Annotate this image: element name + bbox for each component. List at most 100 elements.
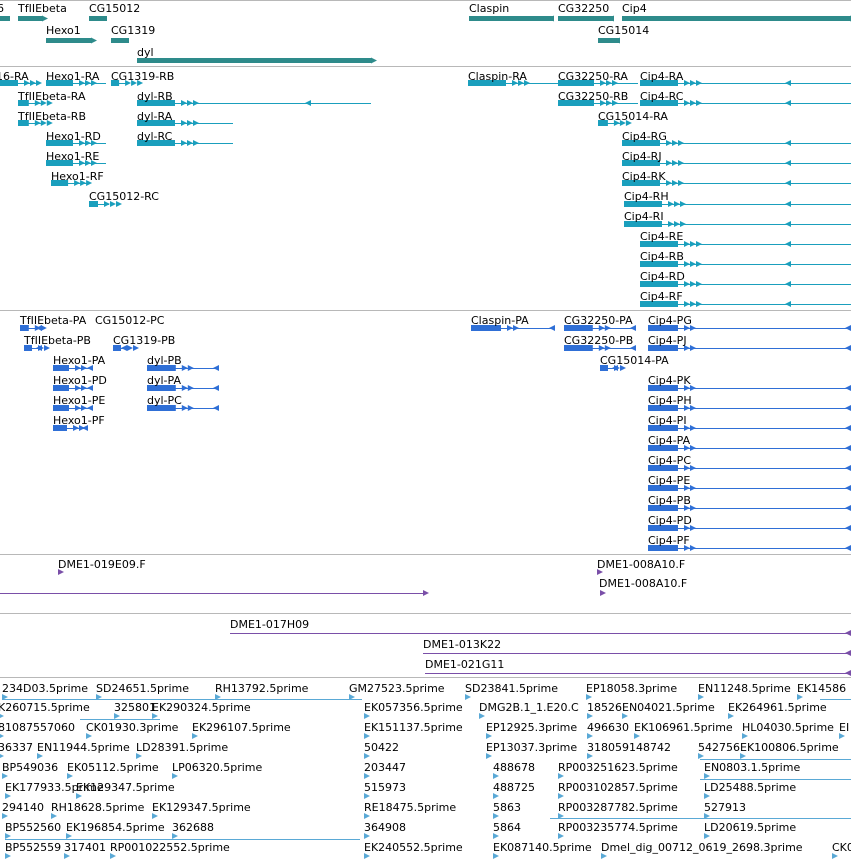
est-glyph[interactable]: [728, 713, 734, 719]
est-label[interactable]: RP001022552.5prime: [110, 841, 230, 854]
transcript-label[interactable]: Hexo1-RE: [46, 150, 100, 163]
transcript-label[interactable]: Cip4-RF: [640, 290, 683, 303]
gene-glyph[interactable]: [18, 16, 42, 21]
clone-marker[interactable]: [597, 569, 603, 575]
est-glyph[interactable]: [215, 694, 221, 700]
transcript-label[interactable]: 16-RA: [0, 70, 29, 83]
protein-strand-arrow[interactable]: [187, 385, 194, 391]
est-glyph[interactable]: [832, 853, 838, 859]
est-glyph[interactable]: [64, 853, 70, 859]
transcript-strand-arrow[interactable]: [572, 100, 578, 106]
est-glyph[interactable]: [114, 713, 120, 719]
est-glyph[interactable]: [486, 733, 492, 739]
gene-direction-arrow[interactable]: [614, 37, 620, 44]
est-label[interactable]: 36337: [0, 741, 33, 754]
gene-direction-arrow[interactable]: [371, 57, 377, 64]
protein-block[interactable]: [648, 405, 678, 411]
transcript-strand-arrow[interactable]: [785, 301, 791, 307]
est-glyph[interactable]: [0, 753, 4, 759]
transcript-strand-arrow[interactable]: [684, 100, 690, 106]
clone-end-arrow[interactable]: [845, 630, 851, 636]
protein-strand-arrow[interactable]: [690, 425, 696, 431]
transcript-strand-arrow[interactable]: [187, 140, 193, 146]
est-label[interactable]: EK100806.5prime: [740, 741, 839, 754]
transcript-label[interactable]: Cip4-RE: [640, 230, 684, 243]
est-label[interactable]: RP003251623.5prime: [558, 761, 678, 774]
protein-label[interactable]: CG15014-PA: [600, 354, 669, 367]
est-glyph[interactable]: [698, 753, 704, 759]
transcript-strand-arrow[interactable]: [672, 140, 678, 146]
est-glyph[interactable]: [839, 733, 845, 739]
transcript-strand-arrow[interactable]: [666, 180, 672, 186]
protein-strand-arrow[interactable]: [690, 505, 696, 511]
protein-label[interactable]: Cip4-PG: [648, 314, 692, 327]
transcript-strand-arrow[interactable]: [46, 120, 53, 126]
protein-strand-arrow[interactable]: [684, 325, 690, 331]
clone-end-arrow[interactable]: [845, 670, 851, 676]
transcript-label[interactable]: CG15014-RA: [598, 110, 668, 123]
transcript-label[interactable]: Hexo1-RA: [46, 70, 100, 83]
protein-label[interactable]: Hexo1-PD: [53, 374, 107, 387]
est-glyph[interactable]: [364, 773, 370, 779]
protein-block[interactable]: [53, 365, 69, 371]
est-label[interactable]: 317401: [64, 841, 106, 854]
transcript-strand-arrow[interactable]: [668, 221, 674, 227]
est-label[interactable]: EK129347.5prime: [152, 801, 251, 814]
transcript-strand-arrow[interactable]: [137, 80, 144, 86]
transcript-exon[interactable]: [624, 221, 662, 227]
protein-label[interactable]: Cip4-PA: [648, 434, 691, 447]
protein-end-arrow[interactable]: [845, 505, 851, 511]
transcript-exon[interactable]: [468, 80, 506, 86]
gene-glyph[interactable]: [622, 16, 851, 21]
transcript-strand-arrow[interactable]: [79, 140, 85, 146]
transcript-label[interactable]: dyl-RC: [137, 130, 173, 143]
protein-end-arrow[interactable]: [121, 345, 127, 351]
transcript-strand-arrow[interactable]: [678, 140, 684, 146]
est-label[interactable]: EK14586: [797, 682, 847, 695]
transcript-strand-arrow[interactable]: [46, 100, 53, 106]
est-glyph[interactable]: [558, 793, 564, 799]
est-glyph[interactable]: [76, 793, 82, 799]
est-glyph[interactable]: [465, 694, 471, 700]
est-label[interactable]: BP552560: [5, 821, 62, 834]
protein-label[interactable]: dyl-PC: [147, 394, 182, 407]
est-glyph[interactable]: [742, 733, 748, 739]
transcript-strand-arrow[interactable]: [24, 80, 30, 86]
transcript-exon[interactable]: [137, 140, 175, 146]
gene-glyph[interactable]: [598, 38, 620, 43]
est-label[interactable]: LD25488.5prime: [704, 781, 797, 794]
est-glyph[interactable]: [364, 813, 370, 819]
protein-label[interactable]: Claspin-PA: [471, 314, 529, 327]
transcript-label[interactable]: Hexo1-RD: [46, 130, 101, 143]
est-label[interactable]: 325801: [114, 701, 156, 714]
transcript-strand-arrow[interactable]: [785, 100, 791, 106]
protein-strand-arrow[interactable]: [127, 345, 133, 351]
transcript-strand-arrow[interactable]: [678, 180, 684, 186]
transcript-strand-arrow[interactable]: [91, 80, 97, 86]
protein-strand-arrow[interactable]: [81, 385, 87, 391]
protein-block[interactable]: [648, 325, 678, 331]
est-glyph[interactable]: [364, 713, 370, 719]
transcript-strand-arrow[interactable]: [34, 100, 41, 106]
transcript-label[interactable]: dyl-RA: [137, 110, 173, 123]
clone-end-arrow[interactable]: [845, 650, 851, 656]
transcript-strand-arrow[interactable]: [36, 80, 42, 86]
protein-strand-arrow[interactable]: [133, 345, 139, 351]
protein-label[interactable]: Cip4-PI: [648, 414, 687, 427]
transcript-exon[interactable]: [640, 261, 678, 267]
transcript-exon[interactable]: [46, 80, 73, 86]
est-glyph[interactable]: [0, 733, 4, 739]
transcript-strand-arrow[interactable]: [612, 80, 618, 86]
protein-block[interactable]: [147, 365, 176, 371]
protein-end-arrow[interactable]: [845, 325, 851, 331]
protein-label[interactable]: Cip4-PE: [648, 474, 691, 487]
transcript-strand-arrow[interactable]: [690, 100, 696, 106]
est-glyph[interactable]: [704, 813, 710, 819]
transcript-strand-arrow[interactable]: [85, 80, 91, 86]
protein-strand-arrow[interactable]: [598, 345, 605, 351]
est-glyph[interactable]: [152, 813, 158, 819]
protein-block[interactable]: [648, 485, 678, 491]
est-glyph[interactable]: [797, 694, 803, 700]
est-label[interactable]: RH13792.5prime: [215, 682, 309, 695]
transcript-strand-arrow[interactable]: [666, 140, 672, 146]
